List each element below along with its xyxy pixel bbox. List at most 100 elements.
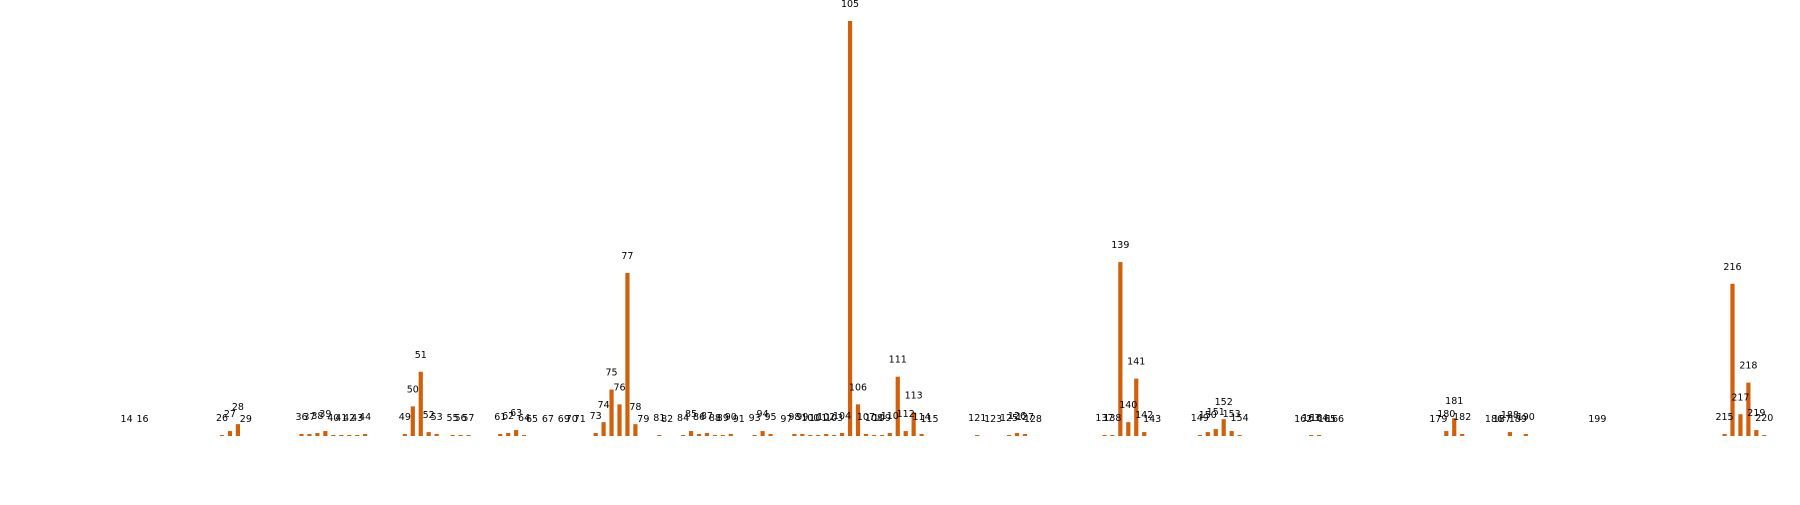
bar-label-164: 164 — [1310, 413, 1328, 424]
bar-label-166: 166 — [1326, 414, 1344, 425]
bar-label-115: 115 — [920, 414, 938, 425]
bar-label-219: 219 — [1747, 408, 1765, 419]
bar-61 — [498, 434, 503, 436]
bar-74 — [601, 422, 606, 436]
bar-label-165: 165 — [1318, 414, 1336, 425]
bar-27 — [227, 431, 233, 436]
bar-label-40: 40 — [327, 413, 339, 424]
bar-26 — [219, 435, 225, 436]
bar-49 — [402, 434, 407, 436]
bar-label-77: 77 — [621, 251, 633, 262]
bar-label-67: 67 — [542, 414, 554, 425]
bar-44 — [363, 434, 368, 436]
bar-label-150: 150 — [1199, 410, 1217, 421]
bar-label-149: 149 — [1191, 413, 1209, 424]
bar-28 — [235, 424, 240, 436]
bar-label-101: 101 — [809, 413, 827, 424]
bar-154 — [1237, 435, 1242, 436]
bar-label-127: 127 — [1016, 412, 1034, 423]
bar-label-138: 138 — [1103, 413, 1121, 424]
bar-label-154: 154 — [1231, 413, 1249, 424]
bar-55 — [450, 435, 455, 436]
bar-label-215: 215 — [1715, 412, 1733, 423]
bar-label-107: 107 — [857, 412, 875, 423]
bar-label-180: 180 — [1437, 409, 1455, 420]
bar-label-38: 38 — [311, 411, 323, 422]
bar-label-62: 62 — [502, 411, 514, 422]
bar-41 — [339, 435, 344, 436]
bar-86 — [696, 434, 702, 436]
bar-label-16: 16 — [136, 414, 148, 425]
bar-37 — [307, 434, 312, 436]
bar-label-84: 84 — [677, 413, 689, 424]
bar-81 — [657, 435, 662, 436]
bar-label-162: 162 — [1294, 414, 1312, 425]
bar-label-98: 98 — [788, 412, 800, 423]
bar-99 — [800, 434, 805, 436]
bar-93 — [752, 435, 757, 436]
bar-36 — [299, 434, 304, 436]
bar-label-94: 94 — [757, 409, 769, 420]
bar-87 — [704, 433, 710, 436]
bar-152 — [1221, 419, 1226, 436]
bar-label-142: 142 — [1135, 410, 1153, 421]
bar-53 — [434, 434, 439, 436]
bar-label-41: 41 — [335, 413, 347, 424]
bar-125 — [1006, 435, 1012, 436]
bar-218 — [1746, 382, 1751, 436]
bar-216 — [1730, 283, 1735, 436]
bar-77 — [625, 272, 630, 436]
bar-126 — [1014, 433, 1020, 436]
bar-63 — [514, 430, 519, 436]
bar-62 — [506, 433, 511, 436]
bar-78 — [633, 424, 638, 436]
bar-94 — [760, 431, 765, 436]
bar-label-26: 26 — [216, 413, 228, 424]
bar-label-69: 69 — [558, 414, 570, 425]
bar-150 — [1205, 432, 1210, 436]
bar-label-44: 44 — [359, 412, 371, 423]
bar-label-217: 217 — [1731, 392, 1749, 403]
bar-label-63: 63 — [510, 408, 522, 419]
bar-label-95: 95 — [765, 412, 777, 423]
bar-220 — [1762, 435, 1767, 436]
bar-106 — [855, 404, 861, 436]
bar-label-100: 100 — [801, 413, 819, 424]
bar-label-153: 153 — [1223, 409, 1241, 420]
bar-label-82: 82 — [661, 414, 673, 425]
bar-98 — [792, 434, 797, 436]
bar-100 — [808, 435, 813, 436]
bar-89 — [720, 435, 725, 436]
bar-38 — [315, 433, 320, 436]
bar-label-218: 218 — [1739, 361, 1757, 372]
bar-153 — [1229, 431, 1234, 436]
bar-163 — [1309, 435, 1314, 436]
bar-label-39: 39 — [319, 409, 331, 420]
bar-56 — [458, 435, 463, 436]
bar-108 — [871, 435, 876, 436]
bar-label-220: 220 — [1755, 413, 1773, 424]
bar-label-190: 190 — [1517, 412, 1535, 423]
bar-label-186: 186 — [1485, 414, 1503, 425]
bar-217 — [1738, 414, 1743, 436]
bar-140 — [1126, 422, 1131, 436]
bar-label-108: 108 — [865, 413, 883, 424]
bar-label-73: 73 — [590, 411, 602, 422]
bar-142 — [1142, 432, 1147, 436]
bar-label-79: 79 — [637, 414, 649, 425]
bar-51 — [418, 371, 423, 436]
bar-label-14: 14 — [121, 414, 133, 425]
bar-label-42: 42 — [343, 413, 355, 424]
bar-215 — [1722, 434, 1727, 436]
bar-label-163: 163 — [1302, 413, 1320, 424]
bar-label-104: 104 — [833, 411, 851, 422]
bar-label-112: 112 — [897, 409, 915, 420]
bar-label-188: 188 — [1501, 410, 1519, 421]
bar-label-125: 125 — [1000, 413, 1018, 424]
bar-label-189: 189 — [1509, 414, 1527, 425]
bar-121 — [975, 435, 980, 436]
bar-103 — [832, 435, 837, 436]
bar-151 — [1213, 429, 1218, 436]
bar-149 — [1197, 435, 1202, 436]
